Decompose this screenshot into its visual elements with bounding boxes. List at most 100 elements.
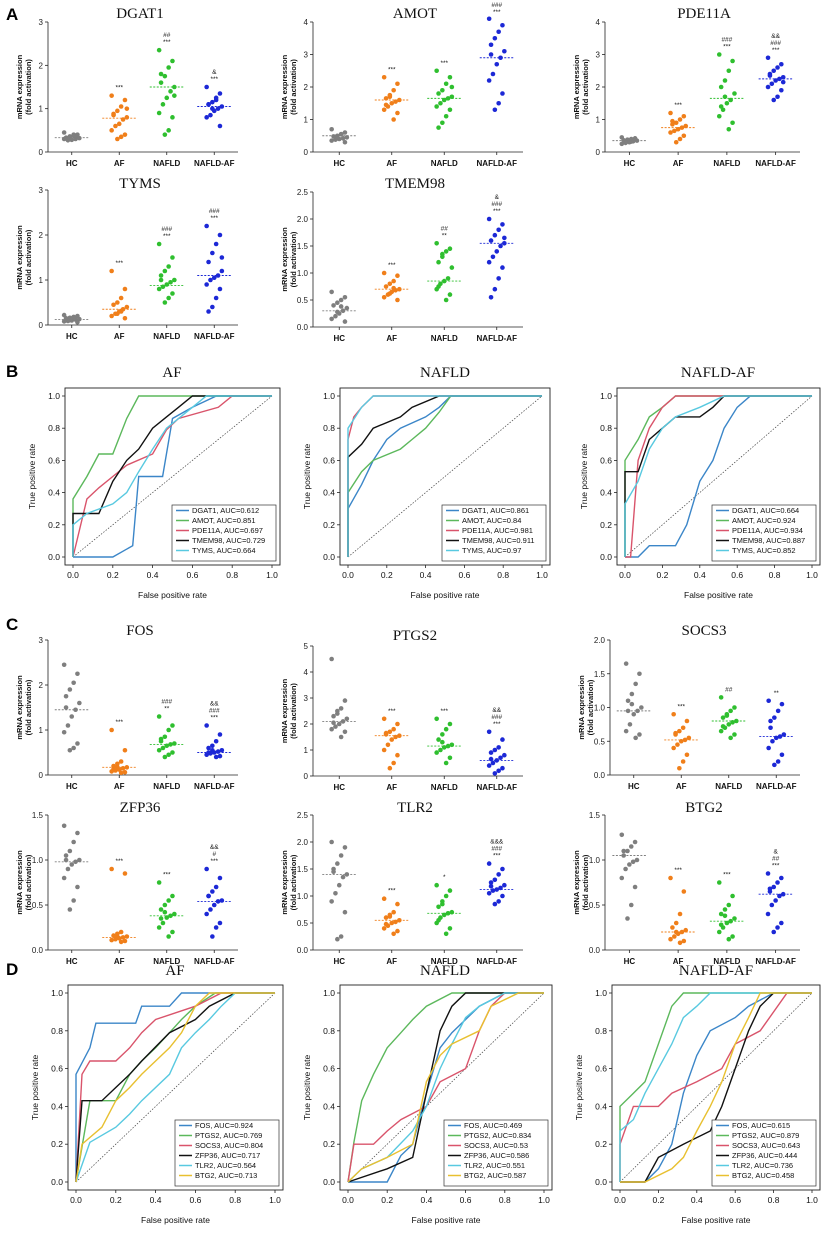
x-tick-label: 0.6 [729,1195,741,1205]
data-point [486,216,492,222]
roc-curve-ptgs2 [619,992,812,1182]
significance-mark: *** [674,867,682,874]
data-point [447,755,453,761]
significance-mark: ### [770,40,781,47]
data-point [684,752,690,758]
data-point [115,300,120,305]
y-tick-label: 0.4 [48,488,60,498]
data-point [619,832,625,838]
data-point [633,681,638,687]
y-tick-label: 1.5 [594,670,606,679]
plot-frame [339,387,551,566]
y-tick-label: 0.2 [595,1139,607,1149]
y-tick-label: 0 [596,148,601,157]
data-point [772,762,777,768]
data-point [779,87,784,93]
legend-label: DGAT1, AUC=0.612 [192,506,259,515]
data-point [217,91,223,96]
significance-mark: *** [440,60,448,67]
data-point [75,320,80,325]
significance-mark: * [443,874,446,881]
data-point [387,94,393,100]
legend-label: PDE11A, AUC=0.981 [462,526,533,535]
data-point [338,706,344,711]
y-tick-label: 0.4 [323,1101,335,1111]
category-label: AF [386,334,397,343]
data-point [118,939,124,945]
chart-b-af: AF 0.0 0.0 0.2 0.2 0.4 0.4 0.6 0.6 0.8 0.8 1.0 1.0 Fa… [27,365,281,600]
y-axis-label: mRNA expression [280,54,289,119]
data-point [777,76,782,82]
significance-mark: *** [210,215,218,222]
chart-title: NAFLD-AF [679,963,753,979]
data-point [765,55,771,61]
data-point [204,84,209,90]
category-label: HC [624,957,636,966]
data-point [770,738,775,744]
data-point [766,698,771,704]
data-point [683,927,689,933]
data-point [771,97,777,103]
x-tick-label: 0.6 [186,570,198,580]
data-point [156,880,162,885]
data-point [342,729,348,735]
significance-mark: &&& [490,839,504,846]
data-point [772,715,777,720]
data-point [779,61,784,67]
data-point [395,110,400,116]
y-tick-label: 0.0 [32,946,44,955]
y-tick-label: 0.5 [589,901,601,910]
data-point [671,711,676,717]
x-tick-label: 0.6 [731,570,743,580]
y-tick-label: 0.0 [323,1177,335,1187]
legend-label: PTGS2, AUC=0.834 [464,1131,531,1140]
roc-curve-socs3 [619,992,812,1182]
data-point [631,711,637,717]
data-point [619,141,625,147]
significance-mark: ## [772,856,780,863]
data-point [500,265,505,270]
data-point [623,728,629,734]
significance-mark: ## [441,225,449,232]
data-point [716,113,722,119]
data-point [441,912,447,918]
data-point [496,100,501,106]
data-point [391,285,396,291]
x-tick-label: 0.0 [614,1195,626,1205]
roc-curve-btg2 [75,992,275,1183]
legend-label: TYMS, AUC=0.664 [192,546,256,555]
y-tick-label: 3 [304,694,309,703]
chart-tyms: TYMS 0 1 2 3 mRNA expression (fold activation)… [15,176,238,341]
data-point [391,909,396,915]
legend-label: SOCS3, AUC=0.53 [464,1141,528,1150]
data-point [670,122,675,127]
chart-d-af: AF 0.0 0.0 0.2 0.2 0.4 0.4 0.6 0.6 0.8 0.8 1.0 1.0 Fa… [30,963,284,1225]
y-axis-label: mRNA expression [280,678,289,743]
data-point [633,735,638,741]
roc-curve-zfp36 [620,992,812,1183]
category-label: HC [333,334,345,343]
data-point [168,89,173,94]
significance-mark: *** [210,76,218,83]
data-point [63,693,69,699]
y-axis-label-sub: (fold activation) [586,679,595,735]
data-point [720,715,726,720]
data-point [436,284,441,289]
data-point [156,925,162,930]
x-tick-label: 0.2 [652,1195,664,1205]
legend-label: AMOT, AUC=0.924 [732,516,796,525]
chance-diagonal [347,992,545,1183]
data-point [492,107,498,113]
data-point [625,698,631,704]
data-point [162,754,168,760]
chart-title: TLR2 [397,800,433,816]
data-point [333,891,338,896]
data-point [449,84,455,90]
chart-btg2: BTG2 0.0 0.5 1.0 1.5 mRNA expression (fold act… [572,800,800,966]
category-label: HC [333,159,345,168]
chart-fos: FOS 0 1 2 3 mRNA expression (fold activation) H… [15,623,238,791]
x-tick-label: 1.0 [269,1195,281,1205]
data-point [498,885,503,891]
data-point [73,707,78,713]
data-point [124,304,130,310]
